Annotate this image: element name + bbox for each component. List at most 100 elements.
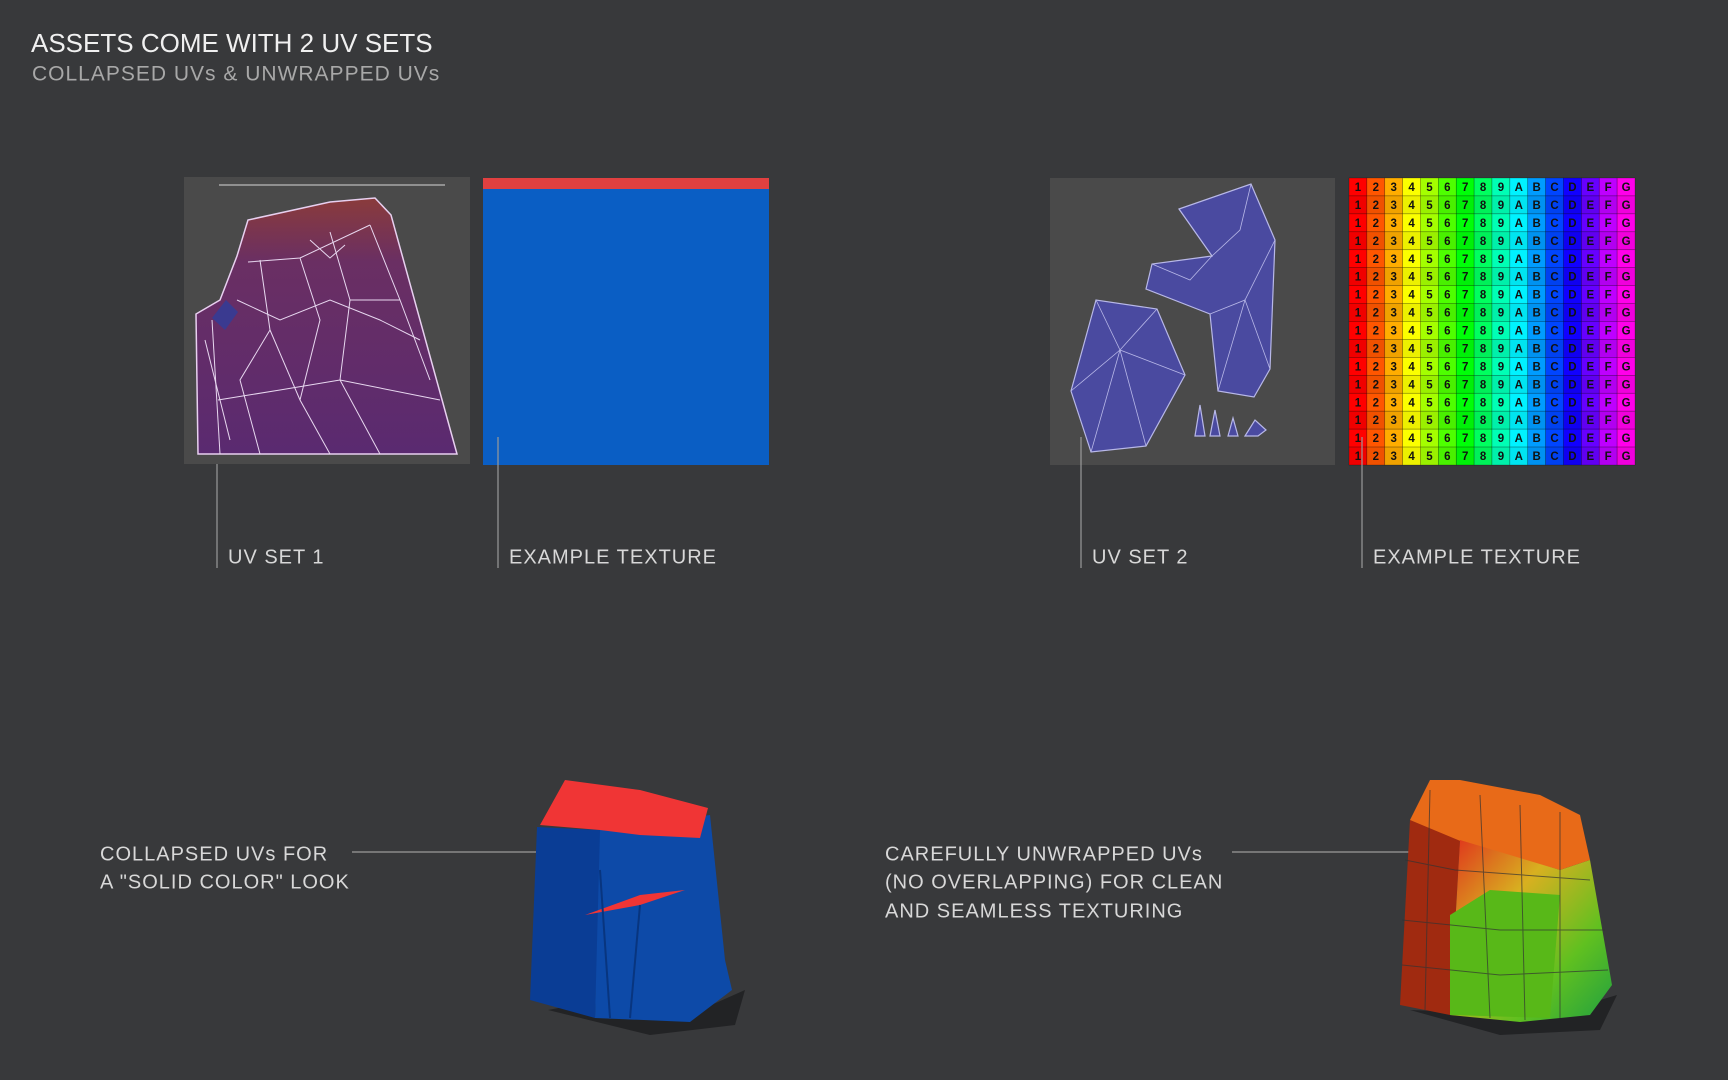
texture-cell-label: 4 bbox=[1408, 308, 1415, 320]
texture-cell-label: 6 bbox=[1444, 218, 1450, 230]
texture-cell-label: 4 bbox=[1408, 236, 1415, 248]
texture-cell-label: 1 bbox=[1355, 451, 1362, 463]
texture-cell-label: 4 bbox=[1408, 343, 1415, 355]
texture-cell-label: 6 bbox=[1444, 308, 1450, 320]
texture-cell-label: 4 bbox=[1408, 254, 1415, 266]
texture-cell-label: A bbox=[1515, 326, 1523, 338]
texture-cell-label: 4 bbox=[1408, 218, 1415, 230]
texture-cell-label: C bbox=[1550, 379, 1558, 391]
texture-cell-label: 2 bbox=[1373, 361, 1379, 373]
texture-cell-label: 1 bbox=[1355, 290, 1362, 302]
texture-cell-label: D bbox=[1568, 326, 1576, 338]
texture-cell-label: 4 bbox=[1408, 272, 1415, 284]
texture-cell-label: D bbox=[1568, 308, 1576, 320]
model-unwrapped bbox=[1400, 780, 1617, 1035]
texture-cell-label: 6 bbox=[1444, 433, 1450, 445]
texture-cell-label: 7 bbox=[1462, 182, 1468, 194]
texture-cell-label: 2 bbox=[1373, 415, 1379, 427]
texture-cell-label: A bbox=[1515, 290, 1523, 302]
texture-cell-label: C bbox=[1550, 290, 1558, 302]
texture-cell-label: 3 bbox=[1390, 218, 1396, 230]
texture-cell-label: B bbox=[1533, 415, 1541, 427]
texture-cell-label: 8 bbox=[1480, 218, 1487, 230]
texture-cell-label: 2 bbox=[1373, 451, 1379, 463]
texture-cell-label: 9 bbox=[1498, 218, 1504, 230]
texture-cell-label: E bbox=[1586, 433, 1594, 445]
texture-cell-label: 4 bbox=[1408, 415, 1415, 427]
texture-cell-label: G bbox=[1622, 182, 1631, 194]
texture-cell-label: G bbox=[1622, 308, 1631, 320]
texture-cell-label: 3 bbox=[1390, 326, 1396, 338]
texture-cell-label: 4 bbox=[1408, 326, 1415, 338]
texture-cell-label: 8 bbox=[1480, 290, 1487, 302]
texture-cell-label: 6 bbox=[1444, 397, 1450, 409]
texture-cell-label: F bbox=[1605, 236, 1612, 248]
texture-cell-label: 5 bbox=[1426, 254, 1433, 266]
texture-cell-label: 7 bbox=[1462, 326, 1468, 338]
texture-cell-label: E bbox=[1586, 308, 1594, 320]
texture-cell-label: 6 bbox=[1444, 200, 1450, 212]
texture-cell-label: E bbox=[1586, 236, 1594, 248]
texture-cell-label: 9 bbox=[1498, 379, 1504, 391]
texture-cell-label: 8 bbox=[1480, 433, 1487, 445]
texture-cell-label: 2 bbox=[1373, 290, 1379, 302]
texture-cell-label: E bbox=[1586, 254, 1594, 266]
texture-cell-label: 2 bbox=[1373, 218, 1379, 230]
texture-cell-label: 8 bbox=[1480, 236, 1487, 248]
texture-cell-label: A bbox=[1515, 254, 1523, 266]
texture-cell-label: F bbox=[1605, 272, 1612, 284]
texture-cell-label: C bbox=[1550, 397, 1558, 409]
texture-cell-label: 9 bbox=[1498, 343, 1504, 355]
texture-cell-label: E bbox=[1586, 379, 1594, 391]
texture-cell-label: D bbox=[1568, 254, 1576, 266]
texture-cell-label: F bbox=[1605, 254, 1612, 266]
texture-cell-label: 9 bbox=[1498, 290, 1504, 302]
texture-cell-label: C bbox=[1550, 433, 1558, 445]
texture-cell-label: G bbox=[1622, 451, 1631, 463]
texture-cell-label: 7 bbox=[1462, 254, 1468, 266]
texture-cell-label: 7 bbox=[1462, 236, 1468, 248]
texture-cell-label: E bbox=[1586, 200, 1594, 212]
texture-cell-label: E bbox=[1586, 343, 1594, 355]
texture-cell-label: B bbox=[1533, 308, 1541, 320]
texture-cell-label: 3 bbox=[1390, 433, 1396, 445]
texture-cell-label: 5 bbox=[1426, 433, 1433, 445]
texture-cell-label: 6 bbox=[1444, 326, 1450, 338]
texture-cell-label: 5 bbox=[1426, 308, 1433, 320]
texture-cell-label: 7 bbox=[1462, 343, 1468, 355]
caption-line: (NO OVERLAPPING) FOR CLEAN bbox=[885, 871, 1223, 893]
texture-cell-label: 1 bbox=[1355, 272, 1362, 284]
uv-set-2 bbox=[1050, 178, 1335, 465]
texture-cell-label: C bbox=[1550, 236, 1558, 248]
texture-cell-label: 2 bbox=[1373, 272, 1379, 284]
texture-cell-label: E bbox=[1586, 218, 1594, 230]
texture-cell-label: A bbox=[1515, 200, 1523, 212]
texture-cell-label: B bbox=[1533, 236, 1541, 248]
texture-cell-label: 5 bbox=[1426, 182, 1433, 194]
texture-cell-label: 2 bbox=[1373, 254, 1379, 266]
texture-cell-label: 3 bbox=[1390, 182, 1396, 194]
texture-cell-label: 1 bbox=[1355, 361, 1362, 373]
texture-cell-label: 9 bbox=[1498, 397, 1504, 409]
texture-cell-label: 1 bbox=[1355, 343, 1362, 355]
texture-cell-label: 9 bbox=[1498, 451, 1504, 463]
texture-cell-label: C bbox=[1550, 200, 1558, 212]
texture-cell-label: 6 bbox=[1444, 451, 1450, 463]
texture-cell-label: F bbox=[1605, 397, 1612, 409]
texture-cell-label: 9 bbox=[1498, 415, 1504, 427]
texture-cell-label: 9 bbox=[1498, 236, 1504, 248]
texture-cell-label: A bbox=[1515, 343, 1523, 355]
texture-cell-label: D bbox=[1568, 290, 1576, 302]
texture-cell-label: 5 bbox=[1426, 361, 1433, 373]
texture-cell-label: 6 bbox=[1444, 415, 1450, 427]
texture-cell-label: 9 bbox=[1498, 433, 1504, 445]
texture-cell-label: 4 bbox=[1408, 433, 1415, 445]
texture-cell-label: 3 bbox=[1390, 343, 1396, 355]
texture-cell-label: C bbox=[1550, 308, 1558, 320]
panel-label: EXAMPLE TEXTURE bbox=[509, 546, 717, 568]
texture-cell-label: B bbox=[1533, 379, 1541, 391]
texture-cell-label: 8 bbox=[1480, 379, 1487, 391]
texture-cell-label: 5 bbox=[1426, 379, 1433, 391]
texture-cell-label: F bbox=[1605, 200, 1612, 212]
texture-cell-label: F bbox=[1605, 182, 1612, 194]
